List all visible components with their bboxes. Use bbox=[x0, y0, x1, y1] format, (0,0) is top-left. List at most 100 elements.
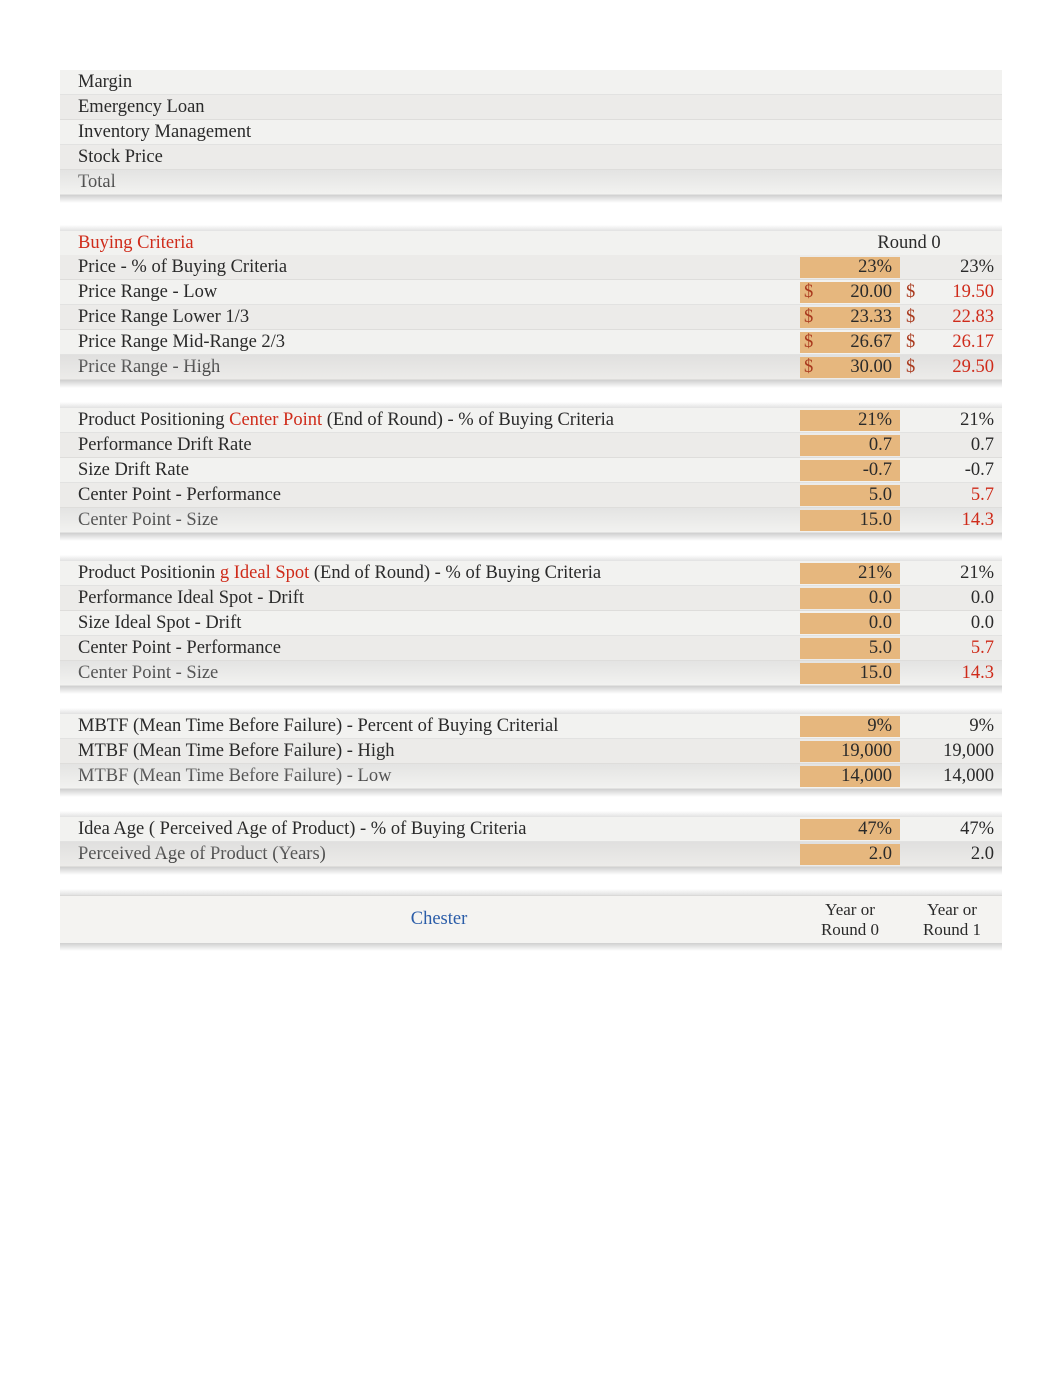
dollar-icon: $ bbox=[906, 307, 915, 328]
label-red: Center Point bbox=[229, 410, 322, 430]
table-row: Emergency Loan bbox=[60, 95, 1002, 120]
cell-value: 22.83 bbox=[952, 307, 994, 327]
spacer bbox=[60, 541, 1002, 555]
cell-highlight: 47% bbox=[800, 819, 900, 840]
cell: 5.7 bbox=[902, 638, 1002, 659]
ideal-spot-section: Product Positionin g Ideal Spot (End of … bbox=[60, 561, 1002, 694]
section-shadow bbox=[60, 195, 1002, 203]
row-label: Perceived Age of Product (Years) bbox=[60, 844, 800, 865]
cell: 19,000 bbox=[902, 741, 1002, 762]
section-shadow bbox=[60, 943, 1002, 951]
dollar-icon: $ bbox=[804, 282, 813, 303]
footer-col: Year or Round 0 bbox=[800, 896, 900, 943]
table-row: Center Point - Size15.014.3 bbox=[60, 508, 1002, 533]
cell-highlight: -0.7 bbox=[800, 460, 900, 481]
cell-highlight: 9% bbox=[800, 716, 900, 737]
row-label: Center Point - Size bbox=[60, 663, 800, 684]
dollar-icon: $ bbox=[804, 332, 813, 353]
cell: -0.7 bbox=[902, 460, 1002, 481]
cell-highlight: 15.0 bbox=[800, 663, 900, 684]
row-label: Size Ideal Spot - Drift bbox=[60, 613, 800, 634]
cell: 5.7 bbox=[902, 485, 1002, 506]
top-summary-table: Margin Emergency Loan Inventory Manageme… bbox=[60, 70, 1002, 203]
cell-highlight: 5.0 bbox=[800, 485, 900, 506]
row-label: MTBF (Mean Time Before Failure) - High bbox=[60, 741, 800, 762]
cell: 0.0 bbox=[902, 613, 1002, 634]
cell: 0.0 bbox=[902, 588, 1002, 609]
table-row: Price Range Lower 1/3 $23.33 $22.83 bbox=[60, 305, 1002, 330]
row-label: Total bbox=[60, 172, 800, 193]
row-label: Price Range - Low bbox=[60, 282, 800, 303]
section-shadow bbox=[60, 380, 1002, 388]
table-row: Size Ideal Spot - Drift0.00.0 bbox=[60, 611, 1002, 636]
center-point-section: Product Positioning Center Point (End of… bbox=[60, 408, 1002, 541]
spacer bbox=[60, 875, 1002, 889]
table-row: Stock Price bbox=[60, 145, 1002, 170]
cell: 21% bbox=[902, 410, 1002, 431]
table-row: Center Point - Size15.014.3 bbox=[60, 661, 1002, 686]
cell: 47% bbox=[902, 819, 1002, 840]
cell: 14.3 bbox=[902, 510, 1002, 531]
table-row: Idea Age ( Perceived Age of Product) - %… bbox=[60, 817, 1002, 842]
footer-col: Year or Round 1 bbox=[902, 896, 1002, 943]
dollar-icon: $ bbox=[804, 307, 813, 328]
table-row: Product Positionin g Ideal Spot (End of … bbox=[60, 561, 1002, 586]
cell-highlight: 21% bbox=[800, 563, 900, 584]
price-section: Price - % of Buying Criteria 23% 23% Pri… bbox=[60, 255, 1002, 388]
row-label: Emergency Loan bbox=[60, 97, 800, 118]
cell: 14.3 bbox=[902, 663, 1002, 684]
cell: $29.50 bbox=[902, 357, 1002, 378]
label-post: (End of Round) - % of Buying Criteria bbox=[322, 410, 614, 430]
row-label: Size Drift Rate bbox=[60, 460, 800, 481]
cell-highlight: $26.67 bbox=[800, 332, 900, 353]
table-row: Performance Ideal Spot - Drift0.00.0 bbox=[60, 586, 1002, 611]
cell-highlight: 0.7 bbox=[800, 435, 900, 456]
buying-criteria-header: Buying Criteria Round 0 bbox=[60, 231, 1002, 255]
cell: 9% bbox=[902, 716, 1002, 737]
label-red: g Ideal Spot bbox=[220, 563, 309, 583]
table-row: Size Drift Rate-0.7-0.7 bbox=[60, 458, 1002, 483]
spacer bbox=[60, 388, 1002, 402]
label-pre: Product Positionin bbox=[78, 563, 220, 583]
cell-value: 23.33 bbox=[850, 307, 892, 327]
dollar-icon: $ bbox=[906, 332, 915, 353]
table-row: Inventory Management bbox=[60, 120, 1002, 145]
table-row: Perceived Age of Product (Years)2.02.0 bbox=[60, 842, 1002, 867]
cell: $22.83 bbox=[902, 307, 1002, 328]
row-label: Price Range Lower 1/3 bbox=[60, 307, 800, 328]
table-row: MTBF (Mean Time Before Failure) - High19… bbox=[60, 739, 1002, 764]
dollar-icon: $ bbox=[906, 357, 915, 378]
cell: 14,000 bbox=[902, 766, 1002, 787]
row-label: Idea Age ( Perceived Age of Product) - %… bbox=[60, 819, 800, 840]
cell-value: 19.50 bbox=[952, 282, 994, 302]
cell-value: 26.67 bbox=[850, 332, 892, 352]
table-row: Performance Drift Rate0.70.7 bbox=[60, 433, 1002, 458]
table-row: MBTF (Mean Time Before Failure) - Percen… bbox=[60, 714, 1002, 739]
section-shadow bbox=[60, 533, 1002, 541]
row-label: Performance Drift Rate bbox=[60, 435, 800, 456]
cell: 21% bbox=[902, 563, 1002, 584]
cell-highlight: 19,000 bbox=[800, 741, 900, 762]
row-label: Price - % of Buying Criteria bbox=[60, 257, 800, 278]
table-row: Price Range - High $30.00 $29.50 bbox=[60, 355, 1002, 380]
table-row: Center Point - Performance5.05.7 bbox=[60, 636, 1002, 661]
row-label: Inventory Management bbox=[60, 122, 800, 143]
table-row: Margin bbox=[60, 70, 1002, 95]
cell-highlight: 2.0 bbox=[800, 844, 900, 865]
dollar-icon: $ bbox=[804, 357, 813, 378]
cell-highlight: $23.33 bbox=[800, 307, 900, 328]
section-shadow bbox=[60, 867, 1002, 875]
row-label: Margin bbox=[60, 72, 800, 93]
section-title: Buying Criteria bbox=[60, 233, 816, 254]
table-row: Price - % of Buying Criteria 23% 23% bbox=[60, 255, 1002, 280]
cell: 0.7 bbox=[902, 435, 1002, 456]
spacer bbox=[60, 694, 1002, 708]
cell-value: 26.17 bbox=[952, 332, 994, 352]
section-shadow bbox=[60, 789, 1002, 797]
cell-highlight: 0.0 bbox=[800, 588, 900, 609]
table-row: Center Point - Performance5.05.7 bbox=[60, 483, 1002, 508]
label-post: (End of Round) - % of Buying Criteria bbox=[309, 563, 601, 583]
table-row: Product Positioning Center Point (End of… bbox=[60, 408, 1002, 433]
row-label: Price Range Mid-Range 2/3 bbox=[60, 332, 800, 353]
cell-highlight: 5.0 bbox=[800, 638, 900, 659]
